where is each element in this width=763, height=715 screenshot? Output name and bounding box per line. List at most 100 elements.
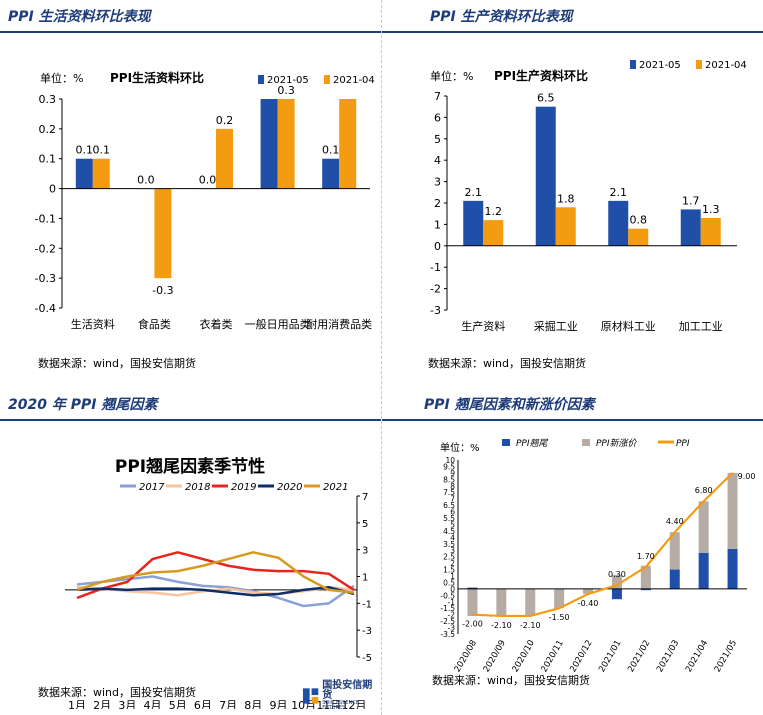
legend-label: 2021 xyxy=(323,482,348,493)
chart-title: PPI生活资料环比 xyxy=(110,70,204,85)
x-tick-label: 2021/04 xyxy=(684,639,710,675)
data-label: 1.2 xyxy=(485,205,503,218)
panel-carryover-new: PPI 翘尾因素和新涨价因素 单位：% PPI翘尾 PPI新涨价 PPI 10 9.5 9 8… xyxy=(382,388,763,715)
y-tick-label: -0.3 xyxy=(35,272,56,285)
chart-title: PPI翘尾因素季节性 xyxy=(115,456,265,477)
bar-PPI翘尾 xyxy=(727,548,738,589)
bar-2021-05 xyxy=(608,200,629,246)
carryover-new-chart: 单位：% PPI翘尾 PPI新涨价 PPI109.598.587.576.565.55… xyxy=(440,438,756,675)
bar-2021-04 xyxy=(92,158,110,189)
panel-title: PPI 生产资料环比表现 xyxy=(430,9,573,25)
y-tick-label: 1.5 xyxy=(443,566,455,575)
data-label: 0.8 xyxy=(630,214,648,227)
y-tick-label: 0 xyxy=(49,183,56,196)
y-tick-label: 5 xyxy=(450,520,455,529)
bar-PPI新涨价 xyxy=(640,565,651,589)
bar-2021-05 xyxy=(535,106,556,246)
legend-label: 2021-04 xyxy=(333,75,375,86)
x-tick-label: 2020/11 xyxy=(539,639,565,675)
panel-title: PPI 生活资料环比表现 xyxy=(8,9,151,25)
bar-PPI新涨价 xyxy=(554,588,565,609)
data-label: 1.7 xyxy=(682,194,700,207)
legend-swatch xyxy=(502,439,510,446)
y-tick-label: 1 xyxy=(362,573,368,584)
x-tick-label: 3月 xyxy=(118,699,136,709)
bar-PPI新涨价 xyxy=(698,501,709,553)
carryover-seasonal-chart: PPI翘尾因素季节性 2017 2018 2019 2020 2021 7 5 3 1 -1 -3 -5… xyxy=(65,456,372,709)
data-label: -2.10 xyxy=(520,621,541,630)
y-tick-label: 0.1 xyxy=(39,153,57,166)
y-tick-label: -3 xyxy=(430,304,441,317)
series-line-PPI xyxy=(472,472,734,618)
data-label: 0.1 xyxy=(93,144,111,157)
y-tick-label: -0.2 xyxy=(35,242,56,255)
y-tick-label: 0.2 xyxy=(39,123,57,136)
panel-carryover-seasonal: 2020 年 PPI 翘尾因素 PPI翘尾因素季节性 2017 2018 2019 20… xyxy=(0,388,381,715)
data-label: 0.1 xyxy=(76,144,94,157)
series-line-2017 xyxy=(76,575,355,608)
data-label: 6.5 xyxy=(537,92,555,105)
bar-2021-05 xyxy=(463,200,484,246)
x-tick-label: 7月 xyxy=(219,699,237,709)
data-label: 0.0 xyxy=(199,174,217,187)
series-line-2021 xyxy=(76,551,355,594)
y-tick-label: 7.5 xyxy=(443,488,455,497)
y-tick-label: 2 xyxy=(434,197,441,210)
bar-2021-04 xyxy=(555,207,576,246)
unit-label: 单位：% xyxy=(40,71,83,85)
x-tick-label: 5月 xyxy=(169,699,187,709)
y-tick-label: 1 xyxy=(450,572,455,581)
y-tick-label: -1 xyxy=(362,599,372,610)
bar-PPI新涨价 xyxy=(611,574,622,589)
panel-divider xyxy=(381,0,382,715)
bar-2021-04 xyxy=(154,188,172,279)
series-line-2020 xyxy=(76,585,355,597)
legend-label: 2019 xyxy=(231,482,256,493)
data-label: -2.10 xyxy=(491,621,512,630)
bar-2021-05 xyxy=(260,99,278,189)
y-tick-label: 0.5 xyxy=(443,578,455,587)
y-tick-label: 0 xyxy=(450,585,455,594)
panel-title: 2020 年 PPI 翘尾因素 xyxy=(8,397,158,413)
bar-PPI新涨价 xyxy=(583,588,594,595)
y-tick-label: 5 xyxy=(434,133,441,146)
bar-PPI新涨价 xyxy=(525,588,536,616)
data-label: 9.00 xyxy=(738,472,756,481)
production-materials-chart: 76543210-1-2-32.11.2生产资料6.51.8采掘工业2.10.8… xyxy=(430,60,747,333)
data-source: 数据来源：wind，国投安信期货 xyxy=(38,686,197,699)
y-tick-label: 2.5 xyxy=(443,553,455,562)
logo-icon xyxy=(302,688,319,704)
x-tick-label: 2021/05 xyxy=(713,639,739,675)
x-tick-label: 2月 xyxy=(93,699,111,709)
y-tick-label: -0.4 xyxy=(35,302,56,315)
y-tick-label: -1.5 xyxy=(440,604,455,613)
legend-label: PPI xyxy=(676,439,690,449)
y-tick-label: 9 xyxy=(450,469,455,478)
legend-label: 2018 xyxy=(185,482,210,493)
category-label: 耐用消费品类 xyxy=(306,317,372,331)
y-tick-label: 4 xyxy=(450,533,455,542)
y-tick-label: 7 xyxy=(434,90,441,103)
y-tick-label: -5 xyxy=(362,653,372,664)
unit-label: 单位：% xyxy=(430,69,473,83)
y-tick-label: 4.5 xyxy=(443,527,455,536)
legend-label: 2020 xyxy=(277,482,302,493)
x-tick-label: 1月 xyxy=(68,699,86,709)
data-label: -0.40 xyxy=(578,599,599,608)
data-label: 1.70 xyxy=(637,552,655,561)
y-tick-label: -0.1 xyxy=(35,212,56,225)
bar-PPI新涨价 xyxy=(467,588,478,616)
title-underline xyxy=(0,419,381,421)
y-tick-label: 5 xyxy=(362,519,368,530)
y-tick-label: 7 xyxy=(362,492,368,503)
bar-2021-05 xyxy=(322,158,340,189)
legend-label: 2021-04 xyxy=(705,60,747,71)
bar-PPI新涨价 xyxy=(727,472,738,549)
x-tick-label: 9月 xyxy=(269,699,287,709)
category-label: 原材料工业 xyxy=(601,319,656,333)
chart-title: PPI生产资料环比 xyxy=(494,68,588,83)
bar-PPI新涨价 xyxy=(669,532,680,570)
category-label: 一般日用品类 xyxy=(245,317,311,331)
x-tick-label: 4月 xyxy=(144,699,162,709)
bar-2021-04 xyxy=(339,99,357,189)
